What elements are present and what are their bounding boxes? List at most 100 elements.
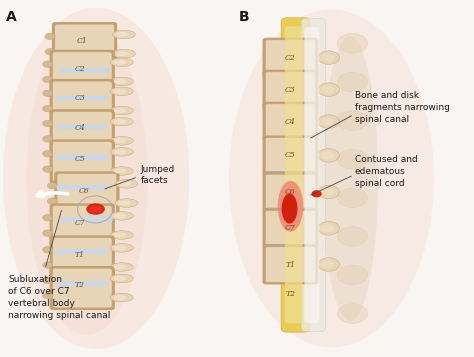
FancyBboxPatch shape [266,106,315,116]
Ellipse shape [110,263,133,271]
FancyBboxPatch shape [57,281,108,286]
FancyBboxPatch shape [265,104,316,139]
Ellipse shape [337,34,368,53]
FancyBboxPatch shape [281,18,310,332]
Ellipse shape [27,22,147,335]
Ellipse shape [43,247,53,253]
Ellipse shape [321,261,334,268]
FancyBboxPatch shape [265,211,316,246]
FancyBboxPatch shape [60,212,114,223]
Ellipse shape [43,262,53,268]
FancyBboxPatch shape [55,119,109,131]
Ellipse shape [86,203,105,215]
FancyBboxPatch shape [53,268,112,308]
Ellipse shape [67,174,118,220]
Text: C3: C3 [285,86,296,94]
Ellipse shape [118,181,131,186]
Ellipse shape [337,111,368,130]
Ellipse shape [114,60,126,65]
Text: C2: C2 [74,65,85,73]
Ellipse shape [114,232,126,238]
Ellipse shape [318,83,339,96]
Text: C5: C5 [285,151,296,159]
Ellipse shape [116,51,128,56]
FancyBboxPatch shape [55,90,109,101]
FancyBboxPatch shape [59,68,110,72]
FancyBboxPatch shape [53,81,112,121]
Ellipse shape [318,115,339,129]
Ellipse shape [43,76,53,83]
Ellipse shape [43,230,53,236]
Ellipse shape [90,206,101,213]
Ellipse shape [43,215,53,221]
Ellipse shape [321,86,334,94]
Ellipse shape [321,118,334,126]
FancyBboxPatch shape [57,249,108,254]
FancyBboxPatch shape [50,266,115,310]
Ellipse shape [318,149,339,162]
Ellipse shape [318,258,339,271]
Ellipse shape [321,54,334,61]
Ellipse shape [43,292,53,299]
Ellipse shape [318,185,339,199]
Text: T2: T2 [285,290,295,298]
FancyBboxPatch shape [53,206,112,245]
FancyBboxPatch shape [266,208,315,219]
FancyBboxPatch shape [54,171,119,216]
FancyBboxPatch shape [301,19,326,331]
Ellipse shape [112,30,136,39]
Ellipse shape [114,295,126,300]
Ellipse shape [337,227,368,246]
Text: T1: T1 [75,251,85,258]
FancyBboxPatch shape [265,40,316,75]
Ellipse shape [114,89,126,94]
Ellipse shape [337,304,368,323]
FancyBboxPatch shape [50,50,115,94]
FancyBboxPatch shape [50,203,115,247]
FancyBboxPatch shape [50,79,115,123]
Text: C3: C3 [74,94,85,102]
Text: Subluxation
of C6 over C7
vertebral body
narrowing spinal canal: Subluxation of C6 over C7 vertebral body… [8,276,110,320]
Ellipse shape [43,120,53,127]
FancyBboxPatch shape [53,237,112,277]
Ellipse shape [318,222,339,235]
FancyBboxPatch shape [61,217,112,222]
Ellipse shape [47,182,57,189]
FancyBboxPatch shape [263,38,319,77]
Text: C4: C4 [285,117,296,126]
FancyBboxPatch shape [263,102,319,141]
Text: A: A [6,10,17,24]
FancyBboxPatch shape [265,174,316,210]
FancyBboxPatch shape [52,22,117,66]
Ellipse shape [114,79,126,84]
Ellipse shape [118,201,131,206]
FancyBboxPatch shape [304,27,319,323]
FancyBboxPatch shape [57,62,112,74]
Text: C4: C4 [74,124,85,132]
Ellipse shape [115,199,138,207]
FancyBboxPatch shape [57,185,108,190]
Ellipse shape [321,151,334,159]
FancyBboxPatch shape [55,149,109,161]
Ellipse shape [110,231,133,239]
Ellipse shape [45,49,55,55]
Ellipse shape [3,8,190,349]
Ellipse shape [110,136,133,145]
Ellipse shape [43,277,53,283]
Text: C2: C2 [285,54,296,62]
Text: C6: C6 [285,188,296,196]
FancyBboxPatch shape [55,24,114,64]
Ellipse shape [110,293,133,302]
Ellipse shape [110,77,133,86]
FancyBboxPatch shape [55,276,109,287]
Ellipse shape [229,10,434,347]
Ellipse shape [116,32,128,37]
Ellipse shape [321,188,334,196]
Ellipse shape [114,149,126,154]
Ellipse shape [114,213,126,218]
Ellipse shape [45,33,55,40]
Text: C6: C6 [79,187,90,195]
Ellipse shape [311,190,322,197]
FancyBboxPatch shape [265,247,316,282]
Ellipse shape [322,36,378,321]
